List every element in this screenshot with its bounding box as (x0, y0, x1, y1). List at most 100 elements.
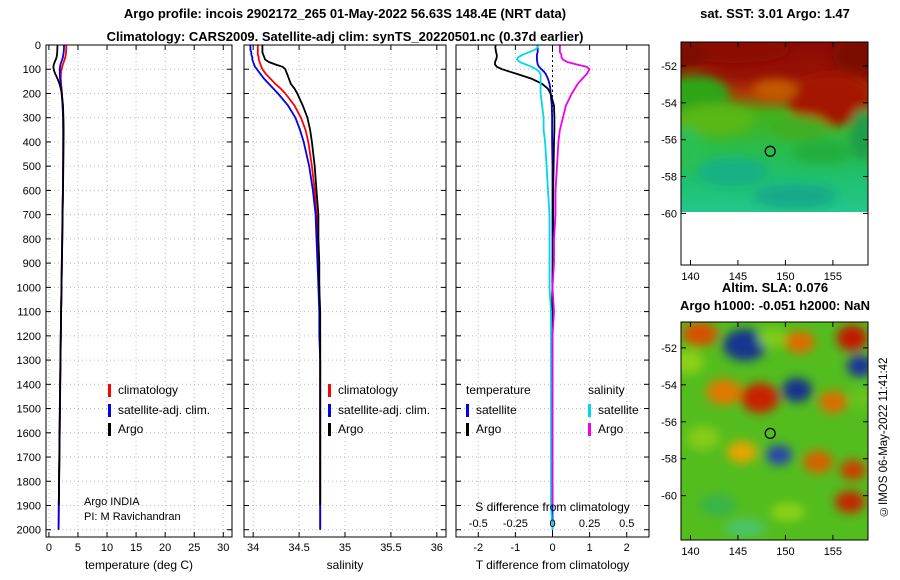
temperature-profile-panel: 0 5 10 15 20 25 300100200300400500600700800900… (17, 40, 233, 554)
svg-text:-56: -56 (661, 417, 677, 429)
svg-text:-2: -2 (473, 542, 483, 554)
svg-text:1700: 1700 (17, 452, 41, 464)
t-satellite-swatch (466, 403, 469, 417)
legend-label: satellite (598, 402, 639, 417)
svg-text:300: 300 (23, 113, 41, 125)
legend-label: climatology (338, 383, 399, 397)
figure-title-line1: Argo profile: incois 2902172_265 01-May-… (123, 6, 567, 21)
svg-text:900: 900 (23, 258, 41, 270)
t-argo-swatch (466, 423, 469, 437)
svg-text:0: 0 (549, 542, 555, 554)
svg-text:1800: 1800 (17, 476, 41, 488)
sla-map-field (681, 322, 868, 540)
salinity-legend: climatology satellite-adj. clim. Argo (328, 381, 430, 440)
svg-text:-52: -52 (661, 343, 677, 355)
svg-text:-1: -1 (510, 542, 520, 554)
sla-map-title: Altim. SLA: 0.076 (721, 280, 829, 295)
svg-text:140: 140 (681, 271, 699, 283)
svg-text:-60: -60 (661, 208, 677, 220)
argo-swatch (328, 423, 331, 437)
svg-text:700: 700 (23, 210, 41, 222)
sst-map-field (681, 42, 868, 212)
svg-text:34: 34 (247, 542, 259, 554)
difference-legend-temperature: temperature satellite Argo (466, 381, 531, 440)
svg-text:-0.5: -0.5 (469, 518, 488, 530)
t-difference-xlabel: T difference from climatology (475, 558, 630, 572)
legend-label: satellite-adj. clim. (118, 402, 211, 417)
difference-profile-panel: -2 -0.5 -1 -0.25 0 0 1 0.25 2 0.5 (455, 44, 650, 554)
svg-text:-54: -54 (661, 380, 677, 392)
svg-text:-60: -60 (661, 491, 677, 503)
sla-map-subtitle: Argo h1000: -0.051 h2000: NaN (679, 298, 871, 313)
legend-label: Argo (598, 422, 624, 436)
svg-text:34.5: 34.5 (288, 542, 309, 554)
figure-title-line2: Climatology: CARS2009. Satellite-adj cli… (106, 29, 584, 44)
s-difference-xlabel: S difference from climatology (475, 500, 630, 514)
legend-label: Argo (476, 422, 502, 436)
svg-text:1400: 1400 (17, 379, 41, 391)
temperature-legend: climatology satellite-adj. clim. Argo (108, 381, 210, 440)
svg-text:1300: 1300 (17, 355, 41, 367)
svg-text:1000: 1000 (17, 282, 41, 294)
svg-text:15: 15 (130, 542, 142, 554)
svg-text:10: 10 (101, 542, 113, 554)
svg-text:145: 145 (729, 271, 747, 283)
svg-text:20: 20 (159, 542, 171, 554)
legend-header-temperature: temperature (466, 383, 531, 397)
svg-text:100: 100 (23, 64, 41, 76)
difference-legend-salinity: salinity satellite Argo (588, 381, 639, 440)
argo-swatch (108, 423, 111, 437)
legend-item-satellite-clim: satellite-adj. clim. (328, 401, 430, 421)
svg-text:0: 0 (549, 518, 555, 530)
satellite-clim-swatch (328, 403, 331, 417)
legend-item-climatology: climatology (108, 381, 210, 401)
legend-item-argo: Argo (108, 420, 210, 440)
svg-text:1500: 1500 (17, 404, 41, 416)
legend-item-climatology: climatology (328, 381, 430, 401)
svg-text:0: 0 (35, 40, 41, 52)
svg-text:200: 200 (23, 88, 41, 100)
svg-text:1900: 1900 (17, 500, 41, 512)
svg-text:-52: -52 (661, 61, 677, 73)
climatology-swatch (328, 384, 331, 398)
svg-text:-56: -56 (661, 135, 677, 147)
legend-item-argo: Argo (328, 420, 430, 440)
satellite-clim-swatch (108, 403, 111, 417)
svg-text:1100: 1100 (17, 307, 41, 319)
legend-item-s-argo: Argo (588, 420, 639, 440)
svg-text:500: 500 (23, 161, 41, 173)
svg-text:35: 35 (339, 542, 351, 554)
svg-text:35.5: 35.5 (380, 542, 401, 554)
svg-text:1200: 1200 (17, 331, 41, 343)
annotation-argo-india: Argo INDIA (84, 496, 140, 508)
sla-map-axes: 140 145 150 155 -52 -54 -56 -58 -60 (661, 321, 869, 558)
svg-text:150: 150 (776, 546, 794, 558)
legend-label: satellite-adj. clim. (338, 402, 431, 417)
legend-item-t-satellite: satellite (466, 401, 531, 421)
svg-text:145: 145 (729, 546, 747, 558)
legend-item-s-satellite: satellite (588, 401, 639, 421)
svg-text:0: 0 (46, 542, 52, 554)
svg-text:0.5: 0.5 (619, 518, 634, 530)
svg-text:1: 1 (587, 542, 593, 554)
svg-text:2: 2 (624, 542, 630, 554)
svg-text:2000: 2000 (17, 525, 41, 537)
salinity-profile-panel: 34 34.5 35 35.5 36 (243, 44, 447, 554)
legend-header-salinity: salinity (588, 383, 625, 397)
annotation-pi: PI: M Ravichandran (84, 511, 181, 523)
legend-label: Argo (338, 422, 364, 436)
svg-text:25: 25 (188, 542, 200, 554)
legend-item-satellite-clim: satellite-adj. clim. (108, 401, 210, 421)
svg-text:5: 5 (75, 542, 81, 554)
svg-text:0.25: 0.25 (579, 518, 600, 530)
legend-label: satellite (476, 402, 517, 417)
s-argo-swatch (588, 423, 591, 437)
svg-text:-54: -54 (661, 98, 677, 110)
svg-text:1600: 1600 (17, 428, 41, 440)
salinity-xlabel: salinity (326, 558, 364, 572)
sst-map-title: sat. SST: 3.01 Argo: 1.47 (700, 6, 850, 21)
s-satellite-swatch (588, 403, 591, 417)
svg-text:140: 140 (681, 546, 699, 558)
